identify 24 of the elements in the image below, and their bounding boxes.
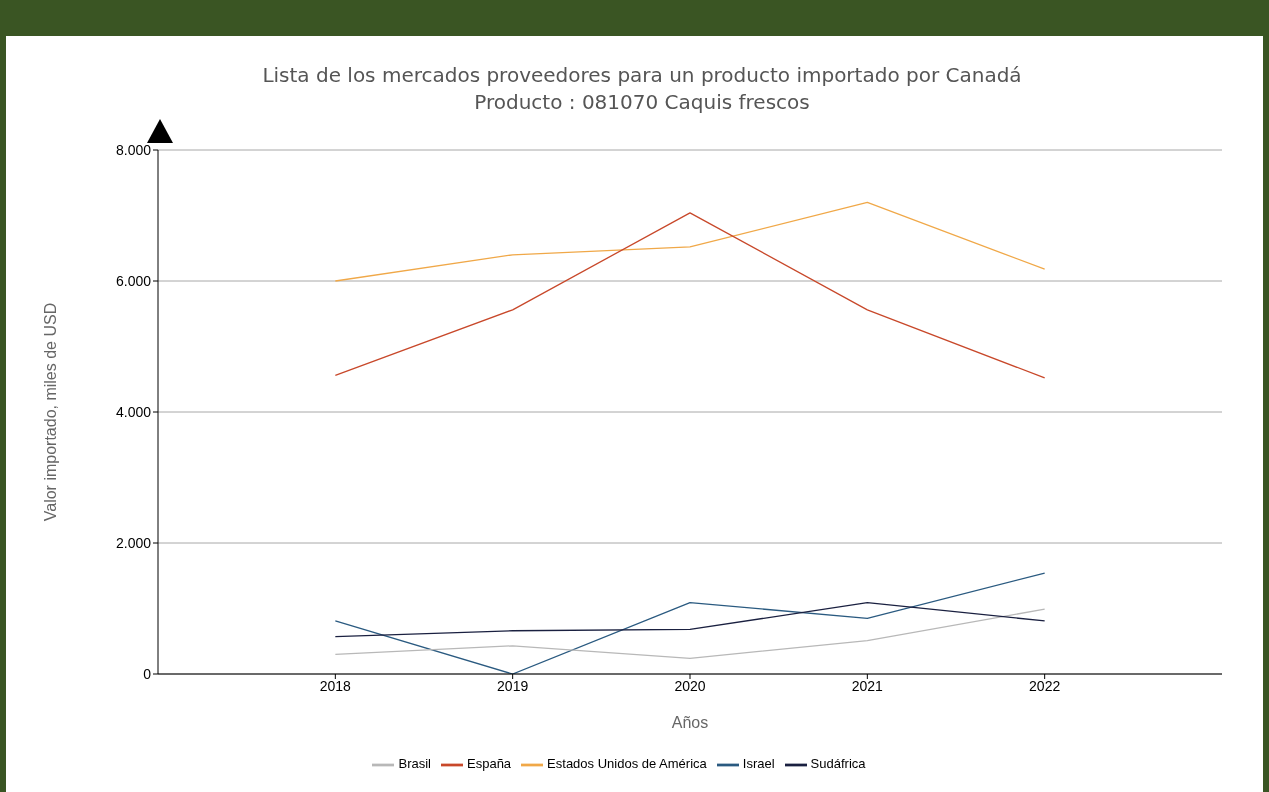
- y-tick-label: 6.000: [115, 272, 152, 289]
- legend-label: Sudáfrica: [810, 756, 866, 772]
- x-axis-title: Años: [671, 714, 709, 731]
- chart-title: Lista de los mercados proveedores para un producto importado por Canadá: [261, 62, 1023, 89]
- legend-label: Estados Unidos de América: [547, 756, 707, 772]
- y-axis-title: Valor importado, miles de USD: [41, 302, 59, 522]
- y-tick-label: 8.000: [115, 141, 152, 158]
- y-tick-label: 4.000: [115, 403, 152, 420]
- line-series: [334, 212, 1046, 379]
- y-tick-label: 0: [143, 665, 152, 682]
- legend-label: Brasil: [398, 756, 431, 772]
- line-series: [334, 608, 1046, 659]
- line-series: [334, 201, 1046, 282]
- chart-subtitle: Producto : 081070 Caquis frescos: [473, 89, 811, 116]
- x-tick-label: 2022: [1029, 677, 1061, 694]
- x-tick-label: 2019: [497, 677, 529, 694]
- x-tick-label: 2020: [674, 677, 706, 694]
- x-tick-label: 2021: [851, 677, 884, 694]
- y-tick-label: 2.000: [115, 534, 152, 551]
- legend-label: España: [467, 756, 512, 772]
- line-series: [334, 601, 1046, 638]
- x-tick-label: 2018: [319, 677, 352, 694]
- legend-label: Israel: [742, 756, 775, 772]
- line-series: [334, 572, 1046, 674]
